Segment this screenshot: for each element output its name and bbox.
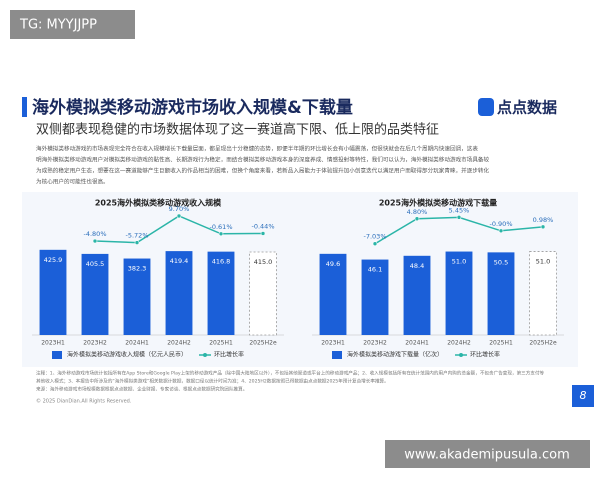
growth-point: [540, 224, 546, 230]
legend-label: 海外模拟类移动游戏收入规模（亿元人民币）: [67, 351, 187, 359]
body-line: 海外模拟类移动游戏的市场表现完全符合在收入规模增长下载量层面，都呈现出十分稳健的…: [36, 145, 478, 153]
x-tick-label: 2025H1: [489, 340, 513, 347]
bar: [207, 251, 235, 335]
bar: [249, 251, 277, 336]
watermark-box: [385, 440, 590, 468]
body-line: 明海外模拟类移动游戏用户对模拟类移动游戏的黏性高、长期游戏行为稳定，而结合模拟类…: [36, 156, 490, 164]
growth-label: -7.03%: [364, 233, 387, 241]
x-tick-label: 2024H2: [167, 340, 191, 347]
legend-label: 海外模拟类移动游戏下载量（亿次）: [347, 351, 443, 359]
bar-label: 49.6: [326, 260, 340, 268]
note-line: 其他收入模式；3、本报告中所涉及的“海外模拟类游戏”相关数据计数据，数据口径以统…: [36, 378, 389, 385]
bar: [81, 253, 109, 335]
watermark: TG: MYYJJPP: [19, 18, 97, 33]
x-tick-label: 2023H2: [363, 340, 387, 347]
growth-label: 4.80%: [407, 208, 428, 216]
notes: 注释：1、海外移动游戏市场统计包括所有在App Store和Google Pla…: [36, 370, 545, 393]
bar-label: 419.4: [170, 257, 189, 265]
subtitle: 双侧都表现稳健的市场数据体现了这一赛道高下限、低上限的品类特征: [36, 122, 439, 138]
bar-label: 415.0: [254, 258, 273, 266]
chart-title: 2025海外模拟类移动游戏收入规模: [95, 198, 222, 208]
growth-point: [456, 215, 462, 220]
bar-label: 48.4: [410, 262, 424, 270]
growth-point: [260, 231, 266, 236]
x-tick-label: 2023H1: [321, 340, 345, 347]
growth-label: -0.44%: [252, 222, 275, 230]
bar-label: 51.0: [536, 258, 550, 266]
bar: [319, 253, 347, 335]
bar-label: 416.8: [212, 258, 231, 266]
growth-label: 0.98%: [533, 216, 554, 224]
chart-title: 2025海外模拟类移动游戏下载量: [379, 198, 497, 208]
x-tick-label: 2025H2e: [249, 340, 277, 347]
x-tick-label: 2023H1: [41, 340, 65, 347]
x-tick-label: 2025H1: [209, 340, 233, 347]
logo-icon: [478, 98, 494, 116]
page-number-box: [572, 385, 594, 407]
growth-label: 5.45%: [449, 206, 470, 214]
bar: [487, 252, 515, 335]
bar-label: 46.1: [368, 266, 382, 274]
bar-label: 50.5: [494, 258, 508, 266]
growth-point: [414, 216, 420, 222]
x-tick-label: 2023H2: [83, 340, 107, 347]
bar: [529, 251, 557, 336]
page-number: 8: [580, 389, 587, 402]
bar-label: 382.3: [128, 265, 147, 273]
bar-label: 425.9: [44, 256, 63, 264]
bar-label: 51.0: [452, 258, 466, 266]
growth-label: -0.61%: [210, 223, 233, 231]
body-text: 海外模拟类移动游戏的市场表现完全符合在收入规模增长下载量层面，都呈现出十分稳健的…: [36, 145, 490, 186]
chart-panel: [22, 192, 578, 367]
bar: [165, 251, 193, 335]
growth-point: [218, 231, 224, 237]
legend-label: 环比增长率: [470, 351, 500, 359]
legend-swatch: [459, 353, 464, 357]
x-tick-label: 2024H1: [405, 340, 429, 347]
chart: 2025海外模拟类移动游戏下载量 49.6 46.1 48.4 51.0 50.5 51.0…: [312, 198, 564, 359]
watermark-box: [10, 10, 135, 39]
note-line: 来源：海外移动游戏市场规模数据根据点点数据、企业财报、专家访谈、根据点点数据研究…: [36, 386, 247, 393]
copyright: © 2025 DianDian.All Rights Reserved.: [36, 398, 132, 405]
growth-label: -5.72%: [126, 232, 149, 240]
body-line: 为核心用户的可能性也很高。: [36, 178, 109, 186]
legend-swatch: [203, 353, 208, 357]
bar: [361, 259, 389, 335]
x-tick-label: 2024H2: [447, 340, 471, 347]
legend-swatch: [332, 351, 342, 359]
growth-point: [498, 228, 504, 234]
bar: [403, 255, 431, 335]
title: 海外模拟类移动游戏市场收入规模&下载量: [32, 97, 353, 118]
logo: 点点数据: [497, 99, 557, 117]
title-accent: [22, 97, 27, 117]
growth-point: [134, 240, 140, 245]
growth-point: [92, 238, 98, 244]
growth-label: -0.90%: [490, 220, 513, 228]
legend-swatch: [52, 351, 62, 359]
growth-point: [176, 213, 182, 219]
x-tick-label: 2025H2e: [529, 340, 557, 347]
charts: 2025海外模拟类移动游戏收入规模 425.9 405.5 382.3 419.4 416…: [32, 198, 564, 359]
x-tick-label: 2024H1: [125, 340, 149, 347]
bar: [445, 251, 473, 335]
note-line: 注释：1、海外移动游戏市场统计包括所有在App Store和Google Pla…: [36, 370, 545, 377]
watermark: www.akademipusula.com: [404, 448, 570, 463]
legend-label: 环比增长率: [214, 351, 244, 359]
growth-label: -4.80%: [84, 230, 107, 238]
growth-label: 9.70%: [169, 205, 190, 213]
bar: [39, 249, 67, 335]
growth-point: [372, 241, 378, 247]
bar-label: 405.5: [86, 260, 105, 268]
chart: 2025海外模拟类移动游戏收入规模 425.9 405.5 382.3 419.4 416…: [32, 198, 284, 359]
bar: [123, 258, 151, 335]
body-line: 为成熟的稳定用户生态，想要在这一赛道能够产生巨额收入的作品相当的困难，但换个角度…: [36, 167, 490, 175]
